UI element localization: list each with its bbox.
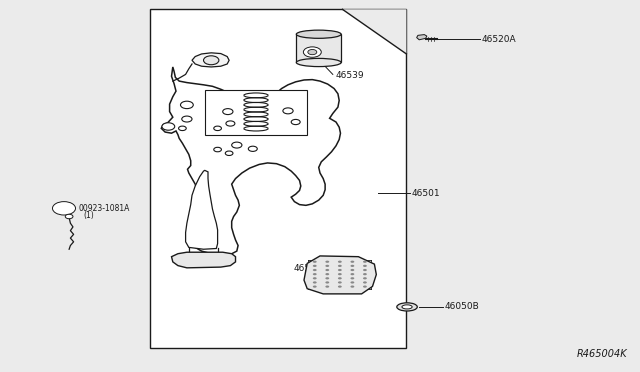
Ellipse shape bbox=[296, 30, 341, 38]
Circle shape bbox=[363, 265, 367, 267]
Circle shape bbox=[248, 146, 257, 151]
Circle shape bbox=[325, 269, 329, 271]
Circle shape bbox=[291, 119, 300, 125]
Circle shape bbox=[179, 126, 186, 131]
Circle shape bbox=[313, 265, 317, 267]
Text: 00923-1081A: 00923-1081A bbox=[78, 204, 129, 213]
Bar bbox=[150, 9, 406, 348]
Circle shape bbox=[338, 265, 342, 267]
Text: P: P bbox=[61, 205, 67, 211]
Circle shape bbox=[351, 265, 355, 267]
Circle shape bbox=[232, 142, 242, 148]
Circle shape bbox=[351, 269, 355, 271]
Circle shape bbox=[325, 277, 329, 279]
Polygon shape bbox=[304, 256, 376, 294]
Circle shape bbox=[325, 273, 329, 275]
Circle shape bbox=[313, 273, 317, 275]
Circle shape bbox=[313, 261, 317, 263]
Circle shape bbox=[338, 261, 342, 263]
Circle shape bbox=[325, 261, 329, 263]
Ellipse shape bbox=[397, 303, 417, 311]
Circle shape bbox=[180, 101, 193, 109]
Circle shape bbox=[363, 273, 367, 275]
Polygon shape bbox=[296, 34, 341, 62]
Circle shape bbox=[351, 277, 355, 279]
Circle shape bbox=[338, 273, 342, 275]
Polygon shape bbox=[205, 90, 307, 135]
Circle shape bbox=[204, 56, 219, 65]
Text: (1): (1) bbox=[83, 211, 94, 219]
Text: 46050B: 46050B bbox=[445, 302, 479, 311]
Ellipse shape bbox=[402, 305, 412, 309]
Circle shape bbox=[308, 49, 317, 55]
Circle shape bbox=[338, 285, 342, 288]
Circle shape bbox=[214, 126, 221, 131]
Circle shape bbox=[313, 277, 317, 279]
Circle shape bbox=[351, 261, 355, 263]
Circle shape bbox=[325, 265, 329, 267]
Polygon shape bbox=[172, 252, 236, 268]
Circle shape bbox=[363, 261, 367, 263]
Circle shape bbox=[338, 269, 342, 271]
Circle shape bbox=[226, 121, 235, 126]
Circle shape bbox=[313, 269, 317, 271]
Circle shape bbox=[313, 285, 317, 288]
Circle shape bbox=[303, 47, 321, 57]
Polygon shape bbox=[186, 170, 218, 249]
Text: 46501: 46501 bbox=[412, 189, 440, 198]
Ellipse shape bbox=[296, 58, 341, 67]
Text: R465004K: R465004K bbox=[577, 349, 627, 359]
Circle shape bbox=[363, 269, 367, 271]
Circle shape bbox=[52, 202, 76, 215]
Circle shape bbox=[338, 277, 342, 279]
Circle shape bbox=[351, 273, 355, 275]
Circle shape bbox=[223, 109, 233, 115]
Circle shape bbox=[162, 123, 175, 130]
Circle shape bbox=[65, 214, 73, 219]
Polygon shape bbox=[161, 67, 340, 255]
Circle shape bbox=[363, 277, 367, 279]
Circle shape bbox=[325, 285, 329, 288]
Circle shape bbox=[214, 147, 221, 152]
Circle shape bbox=[338, 281, 342, 283]
Circle shape bbox=[351, 281, 355, 283]
Circle shape bbox=[351, 285, 355, 288]
Circle shape bbox=[363, 281, 367, 283]
Polygon shape bbox=[192, 53, 229, 67]
Circle shape bbox=[313, 281, 317, 283]
Text: 46531: 46531 bbox=[293, 264, 322, 273]
Circle shape bbox=[225, 151, 233, 155]
Circle shape bbox=[182, 116, 192, 122]
Circle shape bbox=[283, 108, 293, 114]
Circle shape bbox=[325, 281, 329, 283]
Polygon shape bbox=[417, 35, 427, 40]
Text: 46539: 46539 bbox=[335, 71, 364, 80]
Polygon shape bbox=[342, 9, 406, 54]
Circle shape bbox=[363, 285, 367, 288]
Text: 46520A: 46520A bbox=[482, 35, 516, 44]
